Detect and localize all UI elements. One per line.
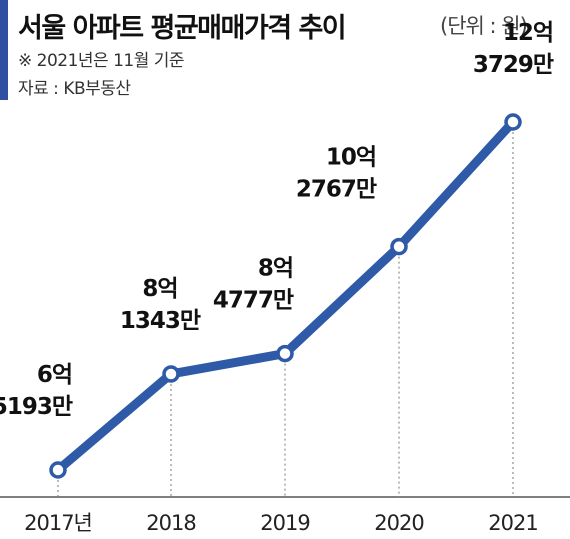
data-point-4 — [504, 113, 522, 131]
data-point-2 — [276, 344, 294, 363]
data-label-3-line1: 10억 — [326, 145, 376, 171]
data-label-1-line1: 8억 — [142, 276, 177, 302]
data-point-0 — [49, 461, 67, 479]
x-tick-label-4: 2021 — [488, 511, 537, 535]
note-text: ※ 2021년은 11월 기준 — [18, 51, 185, 71]
source-text: 자료 : KB부동산 — [18, 79, 131, 99]
data-label-2-line1: 8억 — [258, 256, 293, 282]
data-label-3-line2: 2767만 — [296, 177, 377, 203]
data-label-0-line2: 5193만 — [0, 394, 73, 420]
data-label-4-line1: 12억 — [503, 20, 553, 46]
x-tick-label-3: 2020 — [374, 511, 423, 535]
data-label-1-line2: 1343만 — [120, 308, 201, 334]
data-label-4-line2: 3729만 — [473, 52, 554, 78]
data-point-1 — [162, 365, 180, 383]
unit-label: (단위 : 원) — [440, 14, 528, 38]
chart-title: 서울 아파트 평균매매가격 추이 — [18, 13, 347, 44]
x-tick-label-2: 2019 — [260, 511, 309, 535]
x-tick-label-0: 2017년 — [24, 511, 92, 535]
x-tick-label-1: 2018 — [146, 511, 195, 535]
data-label-2-line2: 4777만 — [213, 288, 294, 314]
data-point-3 — [390, 237, 408, 256]
data-label-0-line1: 6억 — [37, 362, 72, 388]
title-accent-bar — [0, 0, 8, 100]
